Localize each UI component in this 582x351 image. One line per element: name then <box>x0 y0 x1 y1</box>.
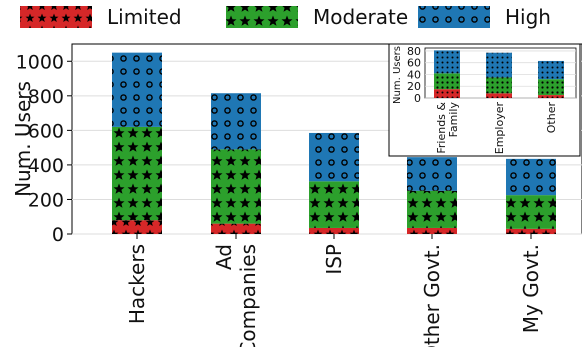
bar-high-2 <box>309 132 359 182</box>
main-xtick-label: Other Govt. <box>420 244 444 347</box>
main-y-axis-label: Num. Users <box>11 81 35 197</box>
main-ytick-label: 200 <box>28 189 64 211</box>
main-xtick-label: Ad <box>212 244 236 270</box>
inset-bar-moderate-0 <box>434 73 460 90</box>
legend-swatch-limited <box>20 6 92 28</box>
inset-xtick-label: Other <box>545 102 558 134</box>
bar-moderate-3 <box>407 190 457 228</box>
bar-moderate-0 <box>112 126 162 221</box>
inset-xtick-label: Family <box>447 102 460 138</box>
legend-swatch-high <box>418 6 490 28</box>
main-ytick-label: 0 <box>52 224 64 246</box>
bar-moderate-1 <box>211 149 261 224</box>
bar-limited-1 <box>211 223 261 234</box>
main-ytick-label: 1000 <box>16 51 64 73</box>
legend-label-limited: Limited <box>107 5 182 29</box>
bar-moderate-2 <box>309 181 359 228</box>
inset-xtick-label: Employer <box>493 102 506 155</box>
bar-limited-0 <box>112 220 162 234</box>
legend-label-high: High <box>505 5 551 29</box>
inset-bar-high-2 <box>538 60 564 80</box>
inset-bar-moderate-2 <box>538 79 564 96</box>
main-xtick-label: Companies <box>236 244 260 347</box>
main-ytick-label: 400 <box>28 155 64 177</box>
inset-ytick-label: 0 <box>414 92 421 105</box>
inset-ytick-label: 60 <box>407 57 421 70</box>
bar-high-3 <box>407 157 457 191</box>
inset-ytick-label: 40 <box>407 68 421 81</box>
bar-high-0 <box>112 52 162 127</box>
legend-label-moderate: Moderate <box>313 5 408 29</box>
inset-ytick-label: 20 <box>407 80 421 93</box>
main-ytick-label: 800 <box>28 86 64 108</box>
inset-bar-moderate-1 <box>486 77 512 94</box>
bar-high-1 <box>211 93 261 150</box>
main-xtick-label: My Govt. <box>519 244 543 333</box>
bar-limited-3 <box>407 227 457 234</box>
inset-bar-high-0 <box>434 50 460 74</box>
inset-bar-limited-0 <box>434 89 460 98</box>
inset-y-axis-label: Num. Users <box>392 46 403 104</box>
inset-bar-limited-2 <box>538 95 564 98</box>
bar-limited-2 <box>309 227 359 234</box>
main-ytick-label: 600 <box>28 120 64 142</box>
bar-moderate-4 <box>506 195 556 229</box>
legend: Limited Moderate High <box>20 5 551 29</box>
inset-bar-limited-1 <box>486 93 512 98</box>
legend-swatch-moderate <box>226 6 298 28</box>
bar-limited-4 <box>506 228 556 234</box>
inset-bar-high-1 <box>486 52 512 78</box>
inset-ytick-label: 80 <box>407 45 421 58</box>
main-xtick-label: Hackers <box>125 244 149 324</box>
main-xtick-label: ISP <box>322 244 346 275</box>
inset-xtick-label: Friends & <box>435 102 448 154</box>
bar-high-4 <box>506 158 556 196</box>
